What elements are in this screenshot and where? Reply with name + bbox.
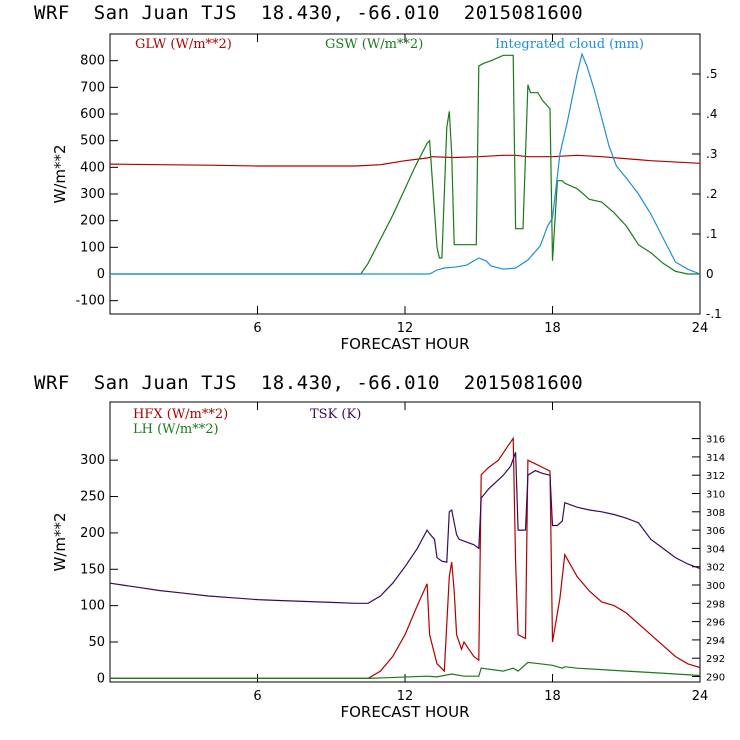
y-tick-label: 50	[88, 635, 105, 650]
y-tick-label: 200	[80, 526, 105, 541]
x-tick-label: 12	[397, 689, 414, 704]
y-tick-label: 250	[80, 490, 105, 505]
y2-tick-label: .1	[706, 227, 717, 241]
y-tick-label: 150	[80, 562, 105, 577]
y-tick-label: 500	[80, 134, 105, 149]
legend-entry: GLW (W/m**2)	[135, 37, 232, 52]
y-tick-label: 400	[80, 160, 105, 175]
y2-tick-label: 304	[706, 544, 725, 555]
y-tick-label: 200	[80, 214, 105, 229]
series-line-lh	[110, 661, 700, 679]
y-tick-label: 300	[80, 453, 105, 468]
series-line-tsk	[110, 452, 700, 604]
legend-entry: Integrated cloud (mm)	[495, 37, 644, 52]
x-axis-label: FORECAST HOUR	[340, 703, 469, 721]
surface-flux-chart: 6 12 18 24 0 50 100 150 200 250 300 290 292 294 296 298…	[51, 401, 725, 721]
series-line-gsw	[110, 54, 700, 275]
y2-tick-label: 300	[706, 581, 725, 592]
y2-tick-label: 308	[706, 508, 725, 519]
y2-tick-label: 314	[706, 453, 725, 464]
y-tick-label: 100	[80, 240, 105, 255]
y-axis-label: W/m**2	[51, 512, 69, 571]
y2-tick-label: 290	[706, 673, 725, 684]
radiation-chart: 6 12 18 24 -100 0 100 200 300 400 500 600 700 800 -.1 0…	[51, 33, 722, 353]
y2-tick-label: 312	[706, 471, 725, 482]
y-tick-label: 0	[97, 267, 105, 282]
y2-tick-label: .3	[706, 147, 717, 161]
x-tick-label: 24	[692, 321, 709, 336]
y2-tick-label: -.1	[706, 307, 722, 321]
y-tick-label: 700	[80, 80, 105, 95]
series-line-glw	[110, 154, 700, 167]
y2-tick-label: 292	[706, 654, 725, 665]
y2-tick-label: 302	[706, 563, 725, 574]
y-tick-label: 600	[80, 107, 105, 122]
legend-entry: GSW (W/m**2)	[325, 37, 423, 52]
y2-tick-label: .4	[706, 107, 717, 121]
plot-frame	[109, 401, 701, 683]
legend-entry: HFX (W/m**2)	[133, 407, 228, 422]
y2-tick-label: .5	[706, 67, 717, 81]
y2-tick-label: 316	[706, 435, 725, 446]
surface-flux-panel: WRF San Juan TJS 18.430, -66.010 2015081…	[0, 370, 740, 740]
x-tick-label: 18	[544, 321, 561, 336]
y2-tick-label: .2	[706, 187, 717, 201]
y2-tick-label: 0	[706, 267, 714, 281]
x-tick-label: 6	[253, 321, 261, 336]
y-tick-label: 300	[80, 187, 105, 202]
y-axis-label: W/m**2	[51, 144, 69, 203]
y2-tick-label: 296	[706, 618, 725, 629]
panel-title: WRF San Juan TJS 18.430, -66.010 2015081…	[34, 2, 584, 24]
y2-tick-label: 294	[706, 636, 725, 647]
y2-tick-label: 298	[706, 599, 725, 610]
y-tick-label: 800	[80, 54, 105, 69]
y-tick-label: 100	[80, 599, 105, 614]
series-line-hfx	[110, 436, 700, 679]
y2-tick-label: 306	[706, 526, 725, 537]
legend-entry: TSK (K)	[310, 407, 361, 422]
y2-tick-label: 310	[706, 490, 725, 501]
legend-entry: LH (W/m**2)	[133, 422, 219, 437]
x-tick-label: 24	[692, 689, 709, 704]
y-tick-label: -100	[75, 294, 105, 309]
x-tick-label: 12	[397, 321, 414, 336]
panel-title: WRF San Juan TJS 18.430, -66.010 2015081…	[34, 372, 584, 394]
cloud-radiation-panel: WRF San Juan TJS 18.430, -66.010 2015081…	[34, 2, 722, 353]
x-axis-label: FORECAST HOUR	[340, 335, 469, 353]
series-line-cloud	[110, 52, 700, 275]
plot-frame	[109, 33, 701, 315]
y-tick-label: 0	[97, 671, 105, 686]
x-tick-label: 6	[253, 689, 261, 704]
x-tick-label: 18	[544, 689, 561, 704]
